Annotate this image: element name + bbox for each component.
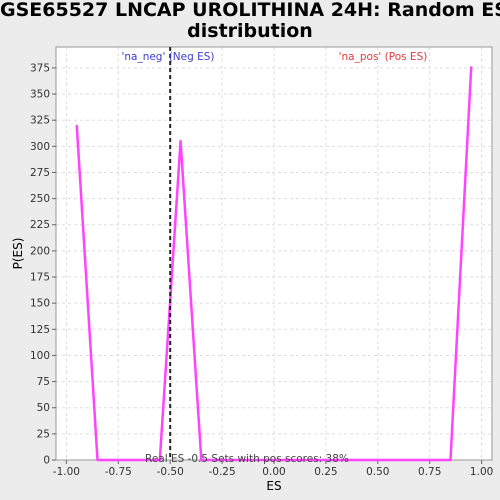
y-tick-label: 200 [30,245,50,257]
y-tick-label: 275 [30,167,50,179]
pos-es-label: 'na_pos' (Pos ES) [339,51,428,63]
series-point [75,124,78,127]
x-tick-label: 0.50 [366,466,389,478]
y-tick-label: 150 [30,298,50,310]
y-tick-label: 300 [30,141,50,153]
series-point [200,459,203,461]
y-tick-label: 125 [30,324,50,336]
y-tick-label: 375 [30,62,50,74]
y-tick-label: 100 [30,350,50,362]
x-tick-label: 1.00 [470,466,493,478]
series-point [96,459,99,461]
x-axis-label: ES [266,479,281,493]
chart-title-line-2: distribution [187,20,313,42]
axes: 0 25 50 75 100 125 150 175 200 225 250 275 300 325 350… [30,62,493,478]
grid-lines [56,47,492,461]
y-tick-label: 50 [37,402,50,414]
y-tick-label: 350 [30,89,50,101]
y-tick-label: 250 [30,193,50,205]
x-tick-label: 0.75 [418,466,441,478]
x-tick-label: 0.00 [262,466,285,478]
series-point [159,459,161,461]
x-tick-label: -0.50 [157,466,184,478]
y-axis-label: P(ES) [11,238,25,270]
neg-es-label: 'na_neg' (Neg ES) [121,51,214,63]
y-tick-label: 175 [30,272,50,284]
x-tick-label: -0.25 [209,466,236,478]
x-tick-label: -0.75 [105,466,132,478]
series-layer [75,66,473,462]
x-tick-label: -1.00 [53,466,80,478]
y-tick-label: 25 [37,428,50,440]
series-point [449,459,452,461]
series-point [179,140,182,142]
chart-title-line-1: GSE65527 LNCAP UROLITHINA 24H: Random ES [0,0,500,21]
real-es-caption: Real ES -0.5 Sets with pos scores: 38% [145,453,349,465]
y-tick-label: 225 [30,219,50,231]
series-point [470,66,473,68]
x-tick-label: 0.25 [314,466,337,478]
y-tick-label: 325 [30,115,50,127]
chart-title: GSE65527 LNCAP UROLITHINA 24H: Random ES… [0,0,500,42]
y-tick-label: 75 [37,376,50,388]
y-tick-label: 0 [43,455,50,467]
